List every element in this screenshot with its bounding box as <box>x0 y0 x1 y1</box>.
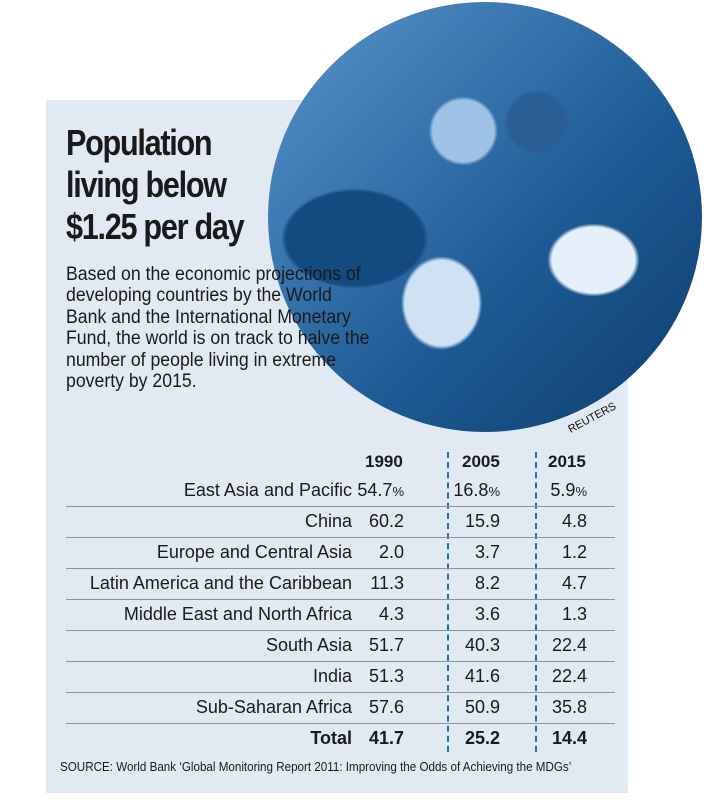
table-cell: 4.7 <box>561 573 587 593</box>
source-note: SOURCE: World Bank ‘Global Monitoring Re… <box>60 760 572 774</box>
row-label: China <box>304 511 352 531</box>
table-cell: 51.7 <box>368 635 404 655</box>
table-row: India 51.3 41.6 22.4 <box>66 661 615 693</box>
row-label: Europe and Central Asia <box>156 542 352 562</box>
column-divider <box>535 452 537 752</box>
table-cell: 5.9% <box>550 480 587 500</box>
table-cell: 41.7 <box>368 728 404 748</box>
description: Based on the economic projections of dev… <box>66 264 370 393</box>
table-cell: 3.7 <box>474 542 500 562</box>
row-label: South Asia <box>265 635 352 655</box>
row-label: East Asia and Pacific <box>183 480 352 500</box>
table-row: South Asia 51.7 40.3 22.4 <box>66 630 615 662</box>
table-cell: 15.9 <box>464 511 500 531</box>
table-cell: 1.3 <box>561 604 587 624</box>
table-cell: 14.4 <box>551 728 587 748</box>
row-label: Middle East and North Africa <box>123 604 352 624</box>
row-label: Total <box>310 728 352 748</box>
row-label: India <box>312 666 352 686</box>
table-cell: 60.2 <box>368 511 404 531</box>
column-divider <box>447 452 449 752</box>
row-label: Latin America and the Caribbean <box>89 573 352 593</box>
table-cell: 4.8 <box>561 511 587 531</box>
table-row: Total 41.7 25.2 14.4 <box>66 723 615 754</box>
table-cell: 16.8% <box>453 480 500 500</box>
table-cell: 54.7% <box>357 480 404 500</box>
infographic-title: Population living below $1.25 per day <box>66 122 245 247</box>
table-cell: 11.3 <box>370 573 404 593</box>
table-row: Europe and Central Asia 2.0 3.7 1.2 <box>66 537 615 569</box>
table-row: Sub-Saharan Africa 57.6 50.9 35.8 <box>66 692 615 724</box>
column-header-2005: 2005 <box>462 452 500 471</box>
table-cell: 51.3 <box>368 666 404 686</box>
table-cell: 50.9 <box>464 697 500 717</box>
column-header-2015: 2015 <box>548 452 586 471</box>
table-row: Middle East and North Africa 4.3 3.6 1.3 <box>66 599 615 631</box>
table-cell: 35.8 <box>551 697 587 717</box>
table-cell: 4.3 <box>378 604 404 624</box>
table-cell: 3.6 <box>474 604 500 624</box>
table-cell: 1.2 <box>561 542 587 562</box>
column-header-1990: 1990 <box>365 452 403 471</box>
table-cell: 57.6 <box>368 697 404 717</box>
row-label: Sub-Saharan Africa <box>195 697 352 717</box>
table-cell: 22.4 <box>551 666 587 686</box>
table-row: China 60.2 15.9 4.8 <box>66 506 615 538</box>
table-cell: 41.6 <box>464 666 500 686</box>
table-cell: 2.0 <box>378 542 404 562</box>
table-row: Latin America and the Caribbean 11.3 8.2 4.… <box>66 568 615 600</box>
table-cell: 8.2 <box>474 573 500 593</box>
table-cell: 22.4 <box>551 635 587 655</box>
table-cell: 25.2 <box>464 728 500 748</box>
children-photo <box>268 2 702 432</box>
table-cell: 40.3 <box>464 635 500 655</box>
table-row: East Asia and Pacific 54.7% 16.8% 5.9% <box>66 475 615 507</box>
